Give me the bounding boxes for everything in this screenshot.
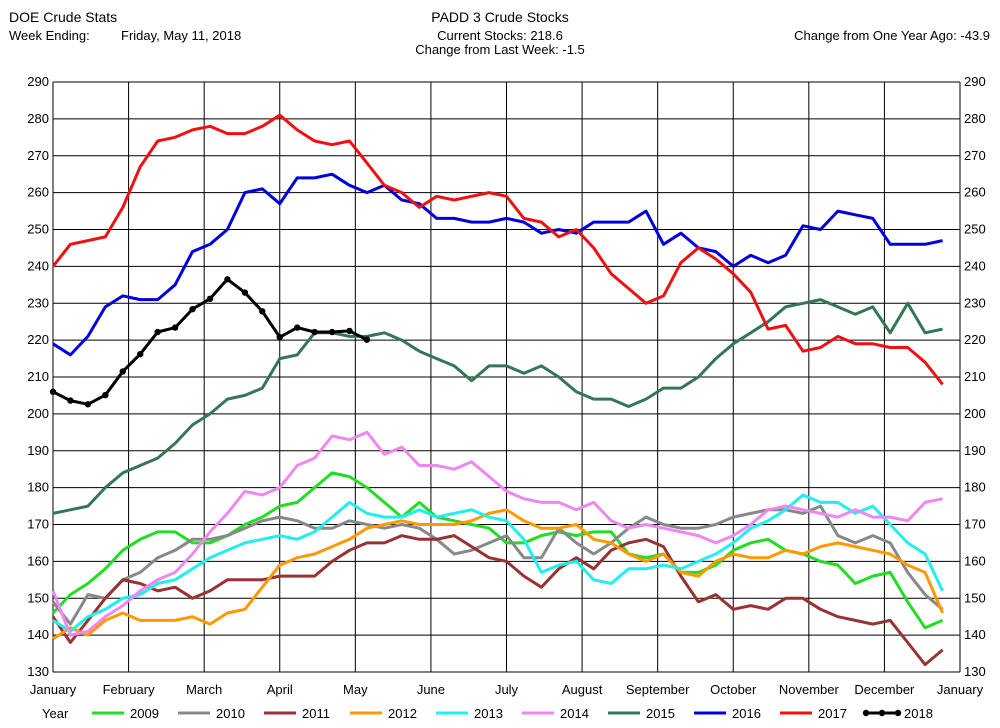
y-tick-label-right: 270 [964,148,986,163]
legend-label-2010: 2010 [216,706,245,721]
series-line-2010 [51,504,944,626]
y-tick-label-left: 170 [27,517,49,532]
data-point-2018 [241,289,249,296]
x-tick-label: July [495,682,519,697]
y-tick-label-left: 130 [27,664,49,679]
y-tick-label-right: 260 [964,185,986,200]
data-point-2018 [189,305,196,313]
y-tick-label-left: 230 [27,295,49,310]
x-tick-label: September [626,682,690,697]
data-point-2018 [84,401,92,408]
x-tick-label: January [30,682,77,697]
change-year-ago: Change from One Year Ago: -43.9 [794,28,990,43]
y-tick-label-left: 250 [27,222,49,237]
series-line-2011 [51,534,944,667]
x-tick-label: December [854,682,915,697]
x-tick-label: October [710,682,757,697]
y-tick-label-left: 210 [27,369,49,384]
data-point-2018 [224,276,231,283]
data-point-2018 [206,295,214,303]
current-stocks: Current Stocks: 218.6 [437,28,563,43]
y-tick-label-left: 280 [27,111,49,126]
legend-label-2011: 2011 [302,706,330,721]
y-tick-label-left: 200 [27,406,49,421]
legend-marker-2018 [862,709,870,717]
series-line-2015 [52,298,943,515]
x-tick-label: February [103,682,156,697]
y-tick-label-right: 210 [964,369,986,384]
y-tick-label-left: 240 [27,258,49,273]
series-line-2013 [52,493,944,633]
x-tick-label: March [186,682,222,697]
data-point-2018 [67,397,74,404]
series-line-2014 [51,430,943,637]
change-last-week: Change from Last Week: -1.5 [415,42,585,57]
data-point-2018 [171,324,179,331]
y-tick-label-right: 150 [964,590,986,605]
y-tick-label-left: 190 [27,443,49,458]
legend-label-2017: 2017 [818,706,847,721]
series-line-2017 [51,113,944,386]
data-point-2018 [102,391,109,399]
y-tick-label-left: 180 [27,480,49,495]
y-tick-label-left: 160 [27,553,49,568]
legend-title: Year [42,706,69,721]
y-tick-label-left: 260 [27,185,49,200]
x-tick-label: June [417,682,445,697]
legend-label-2018: 2018 [904,706,933,721]
legend-label-2014: 2014 [560,706,589,721]
x-tick-label: November [779,682,840,697]
chart-title: PADD 3 Crude Stocks [431,9,569,25]
data-point-2018 [328,328,336,336]
data-point-2018 [346,327,353,335]
y-tick-label-right: 280 [964,111,986,126]
x-tick-label: May [343,682,368,697]
y-tick-label-right: 180 [964,480,986,495]
y-tick-label-left: 270 [27,148,49,163]
y-tick-label-left: 290 [27,74,49,89]
legend-label-2012: 2012 [388,706,417,721]
legend-label-2013: 2013 [474,706,503,721]
y-tick-label-right: 190 [964,443,986,458]
y-tick-label-right: 220 [964,332,986,347]
series-line-2016 [52,172,943,357]
x-tick-label: January [937,682,984,697]
y-tick-label-left: 150 [27,590,49,605]
legend-marker-2018 [878,709,886,717]
y-tick-label-right: 250 [964,222,986,237]
y-tick-label-right: 160 [964,553,986,568]
data-point-2018 [363,336,371,343]
y-tick-label-right: 290 [964,74,986,89]
y-tick-label-right: 200 [964,406,986,421]
x-tick-label: August [562,682,603,697]
y-tick-label-right: 230 [964,295,986,310]
y-tick-label-right: 130 [964,664,986,679]
legend-label-2016: 2016 [732,706,761,721]
y-tick-label-left: 140 [27,627,49,642]
legend-marker-2018 [894,709,902,717]
left-title: DOE Crude Stats [9,9,118,25]
data-point-2018 [137,350,144,358]
week-ending-value: Friday, May 11, 2018 [121,28,242,43]
y-tick-label-right: 140 [964,627,986,642]
y-tick-label-left: 220 [27,332,49,347]
data-point-2018 [154,328,161,336]
data-point-2018 [311,328,318,336]
data-point-2018 [119,368,126,375]
legend-label-2015: 2015 [646,706,675,721]
y-tick-label-right: 170 [964,517,986,532]
legend-label-2009: 2009 [130,706,159,721]
data-point-2018 [259,308,266,315]
week-ending-label: Week Ending: [9,28,90,43]
data-point-2018 [293,324,301,331]
data-point-2018 [276,333,283,341]
y-tick-label-right: 240 [964,258,986,273]
data-point-2018 [49,388,57,395]
x-tick-label: April [267,682,293,697]
series-line-2012 [52,508,944,641]
